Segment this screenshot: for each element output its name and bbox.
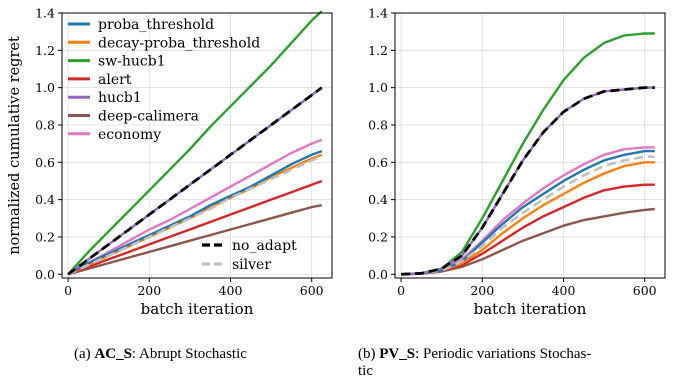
legend-label-silver: silver: [232, 257, 271, 273]
caption-b: (b) PV_S: Periodic variations Stochas- t…: [358, 346, 678, 380]
y-tick-label: 0.6: [368, 155, 388, 170]
caption-b-bold: PV_S: [379, 346, 416, 362]
legend-label-no_adapt: no_adapt: [232, 238, 297, 254]
series-line-decay-proba_threshold: [401, 161, 655, 276]
y-tick-label: 1.0: [35, 80, 55, 95]
series-line-alert: [401, 183, 655, 276]
series-line-economy: [67, 138, 323, 276]
legend-label-economy: economy: [98, 127, 161, 143]
series-line-silver: [67, 155, 323, 276]
y-tick-label: 1.4: [368, 6, 388, 21]
y-tick-label: 1.2: [368, 43, 388, 58]
x-tick-label: 600: [300, 283, 324, 298]
chart-pv-s: 0 200 400 600 0.0 0.2 0.4 0.6 0.8 1.0 1.2 1.4 batch …: [368, 6, 666, 318]
caption-a-rest: : Abrupt Stochastic: [131, 346, 247, 362]
x-axis-label: batch iteration: [141, 300, 254, 318]
x-tick-label: 400: [219, 283, 243, 298]
legend-label-hucb1: hucb1: [98, 90, 142, 106]
y-tick-label: 1.4: [35, 6, 55, 21]
legend-label-alert: alert: [98, 72, 132, 88]
plot-frame: [61, 12, 333, 279]
series-line-hucb1: [401, 86, 655, 276]
legend-label-proba_threshold: proba_threshold: [98, 17, 214, 33]
y-tick-label: 1.2: [35, 43, 55, 58]
x-tick-label: 200: [137, 283, 161, 298]
y-tick-label: 0.8: [368, 117, 388, 132]
x-axis-label: batch iteration: [474, 300, 587, 318]
series-line-no_adapt: [67, 86, 323, 276]
caption-b-tag: (b): [358, 346, 376, 362]
y-tick-label: 0.4: [35, 192, 55, 207]
series-line-no_adapt: [401, 86, 655, 276]
plot-frame: [394, 12, 666, 279]
series-line-deep-calimera: [67, 204, 323, 276]
legend-label-deep-calimera: deep-calimera: [98, 109, 199, 125]
series-line-deep-calimera: [401, 207, 655, 276]
y-tick-label: 0.2: [368, 229, 388, 244]
series-line-sw-hucb1: [67, 10, 323, 276]
caption-b-rest2: tic: [358, 363, 373, 379]
x-tick-label: 400: [552, 283, 576, 298]
y-tick-label: 0.8: [35, 117, 55, 132]
series-line-alert: [67, 179, 323, 276]
series-line-proba_threshold: [67, 149, 323, 276]
y-axis-label: normalized cumulative regret: [7, 36, 23, 255]
legend-label-sw-hucb1: sw-hucb1: [98, 54, 166, 70]
y-tick-label: 0.0: [35, 267, 55, 282]
chart-ac-s: 0 200 400 600 0.0 0.2 0.4 0.6 0.8 1.0 1.2 1.4 batch …: [7, 6, 333, 318]
y-tick-label: 1.0: [368, 80, 388, 95]
series-line-silver: [401, 155, 655, 276]
caption-b-rest: : Periodic variations Stochas-: [415, 346, 592, 362]
y-tick-label: 0.4: [368, 192, 388, 207]
y-tick-label: 0.2: [35, 229, 55, 244]
x-tick-label: 600: [633, 283, 657, 298]
y-tick-label: 0.6: [35, 155, 55, 170]
caption-a: (a) AC_S: Abrupt Stochastic: [74, 346, 247, 363]
legend-label-decay-proba_threshold: decay-proba_threshold: [98, 35, 260, 51]
y-tick-label: 0.0: [368, 267, 388, 282]
x-tick-label: 0: [64, 283, 72, 298]
x-tick-label: 0: [397, 283, 405, 298]
caption-a-bold: AC_S: [94, 346, 132, 362]
caption-a-tag: (a): [74, 346, 91, 362]
x-tick-label: 200: [470, 283, 494, 298]
